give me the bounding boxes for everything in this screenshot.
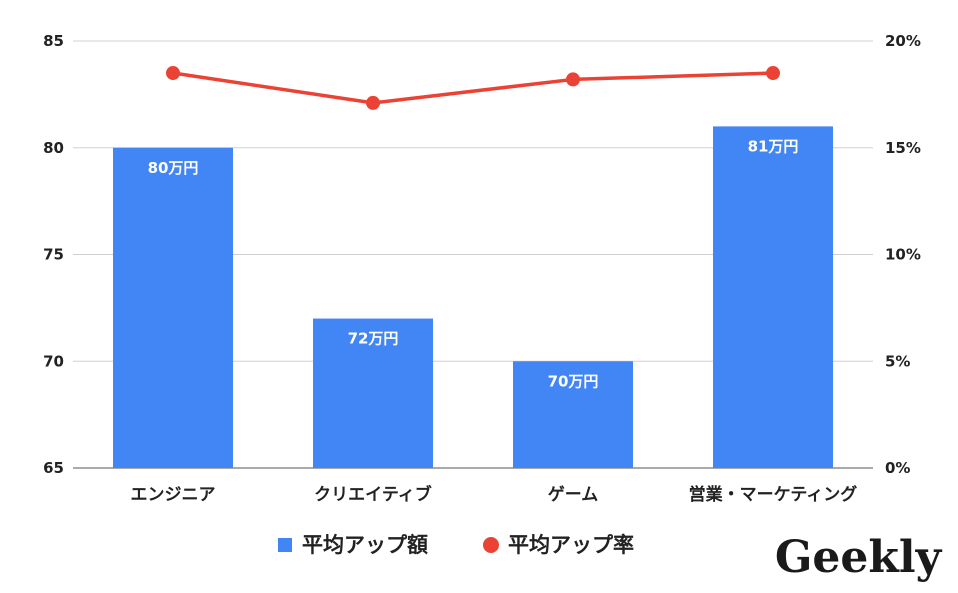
line-series	[166, 66, 780, 110]
y-right-tick-label: 10%	[885, 246, 921, 264]
bar	[113, 147, 233, 468]
legend-bar-swatch	[278, 538, 292, 552]
series-line	[172, 71, 774, 105]
line-point	[166, 66, 180, 81]
bar	[313, 318, 433, 468]
bar-data-label: 81万円	[748, 137, 799, 155]
legend-label: 平均アップ額	[302, 533, 428, 557]
x-category-label: エンジニア	[131, 485, 216, 505]
legend-line-swatch	[483, 537, 499, 553]
legend-label: 平均アップ率	[508, 533, 634, 557]
y-left-tick-label: 75	[43, 246, 64, 264]
geekly-logo: Geekly	[775, 532, 943, 583]
bar-data-label: 72万円	[348, 330, 399, 348]
x-category-label: クリエイティブ	[314, 484, 432, 505]
x-category-label: 営業・マーケティング	[689, 484, 858, 505]
bar	[513, 361, 633, 468]
axes: 65 70 75 80 85 0% 5% 10% 15% 20% エンジニア クリエイティブ ゲーム 営業…	[43, 32, 921, 505]
line-point	[566, 72, 580, 87]
line-point	[366, 95, 380, 110]
y-left-tick-label: 80	[43, 139, 64, 157]
bar-data-label: 70万円	[548, 372, 599, 390]
y-right-tick-label: 15%	[885, 139, 921, 157]
y-right-tick-label: 5%	[885, 352, 910, 370]
y-left-tick-label: 65	[43, 459, 64, 477]
legend: 平均アップ額 平均アップ率	[278, 533, 634, 557]
y-right-tick-label: 20%	[885, 32, 921, 50]
bar-series: 80万円 72万円 70万円 81万円	[113, 126, 833, 469]
x-category-label: ゲーム	[548, 484, 599, 505]
y-left-tick-label: 85	[43, 32, 64, 50]
bar-data-label: 80万円	[148, 159, 199, 177]
y-left-tick-label: 70	[43, 352, 64, 370]
line-point	[766, 66, 780, 81]
bar	[713, 126, 833, 469]
y-right-tick-label: 0%	[885, 459, 910, 477]
